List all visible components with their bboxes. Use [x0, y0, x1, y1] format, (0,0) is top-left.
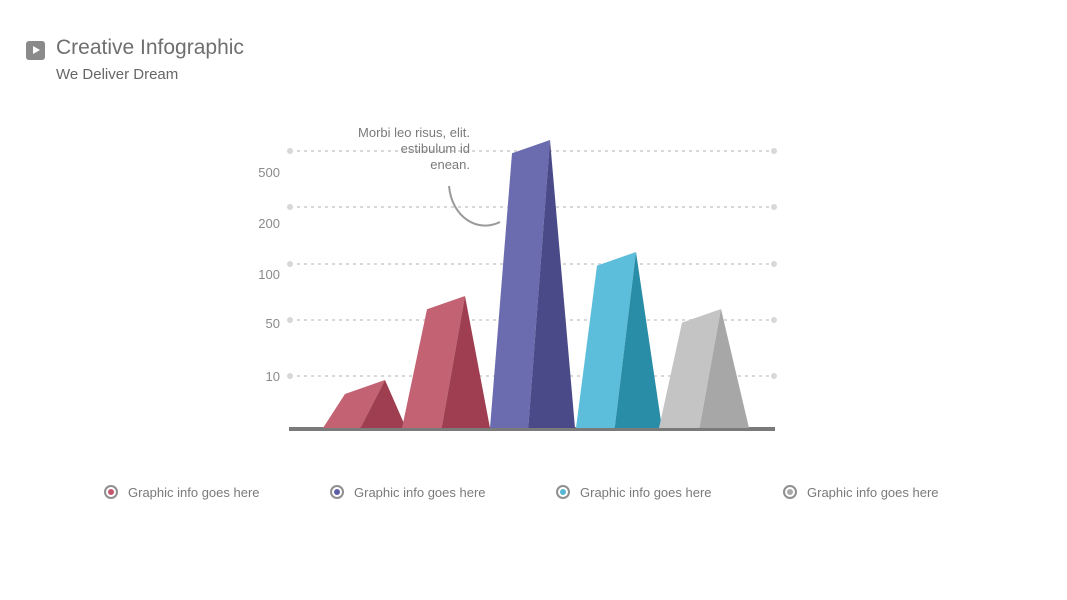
bar-face-front — [402, 296, 465, 428]
bar-face-front — [323, 380, 385, 428]
bar-face-side — [699, 309, 749, 428]
legend-label: Graphic info goes here — [807, 485, 939, 500]
grid-end-dot — [771, 204, 777, 210]
bar-face-front — [659, 309, 721, 428]
grid-end-dot — [287, 148, 293, 154]
y-tick-label: 200 — [258, 216, 280, 231]
y-tick-label: 10 — [266, 369, 280, 384]
bar-face-side — [441, 296, 490, 428]
callout-connector — [448, 185, 501, 227]
bar-face-side — [614, 252, 662, 428]
legend-dot-icon — [783, 485, 797, 499]
grid-end-dot — [771, 373, 777, 379]
grid-end-dot — [287, 373, 293, 379]
grid-end-dot — [287, 261, 293, 267]
legend-label: Graphic info goes here — [354, 485, 486, 500]
y-tick-label: 100 — [258, 267, 280, 282]
bar-face-side — [528, 140, 575, 428]
bar-face-side — [360, 380, 406, 428]
legend-label: Graphic info goes here — [128, 485, 260, 500]
legend-dot-icon — [330, 485, 344, 499]
chart-callout: Morbi leo risus, elit. estibulum id enea… — [330, 125, 470, 173]
grid-end-dot — [771, 261, 777, 267]
grid-end-dot — [771, 148, 777, 154]
legend-dot-icon — [556, 485, 570, 499]
grid-end-dot — [287, 204, 293, 210]
grid-end-dot — [287, 317, 293, 323]
bar-face-front — [490, 140, 550, 428]
y-tick-label: 500 — [258, 165, 280, 180]
grid-end-dot — [771, 317, 777, 323]
legend-dot-icon — [104, 485, 118, 499]
legend-label: Graphic info goes here — [580, 485, 712, 500]
play-icon[interactable] — [26, 41, 45, 60]
y-tick-label: 50 — [266, 316, 280, 331]
baseline — [289, 427, 775, 431]
bar-face-front — [576, 252, 636, 428]
callout-line-2: estibulum id — [400, 141, 470, 156]
page-title: Creative Infographic — [56, 36, 244, 59]
page-subtitle: We Deliver Dream — [56, 66, 179, 83]
callout-line-1: Morbi leo risus, elit. — [358, 125, 470, 140]
callout-line-3: enean. — [430, 157, 470, 172]
